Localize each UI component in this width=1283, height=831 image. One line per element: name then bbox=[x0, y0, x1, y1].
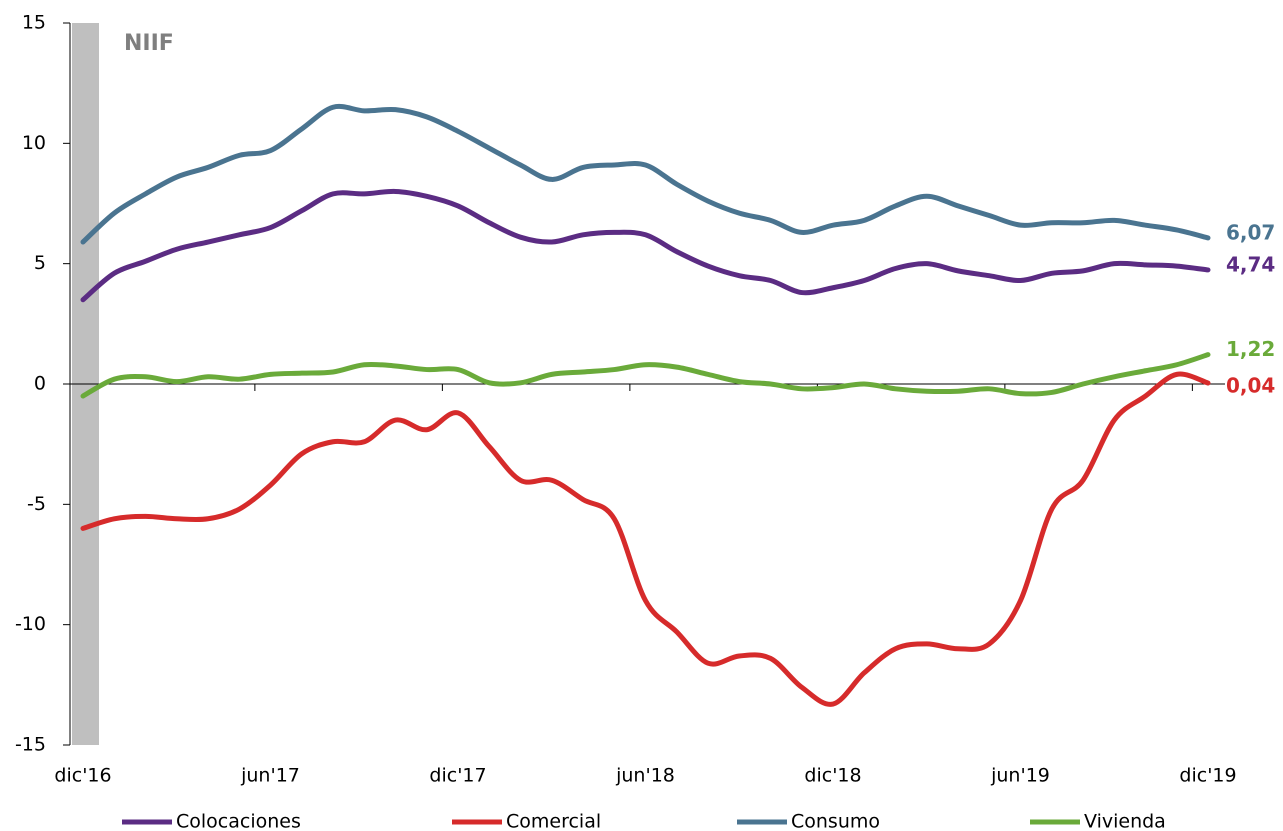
series-line bbox=[80, 371, 1211, 707]
series-line bbox=[80, 103, 1211, 245]
series-line bbox=[80, 352, 1211, 399]
y-tick-label: 15 bbox=[22, 12, 46, 34]
legend-label: Comercial bbox=[506, 811, 601, 831]
value-label: 1,22 bbox=[1226, 337, 1275, 361]
x-tick-label: dic'17 bbox=[429, 765, 486, 787]
value-label: 6,07 bbox=[1226, 220, 1275, 244]
x-tick-label: jun'17 bbox=[240, 765, 300, 787]
y-tick-label: -10 bbox=[15, 613, 46, 635]
x-tick-label: jun'19 bbox=[990, 765, 1050, 787]
y-tick-label: 5 bbox=[34, 252, 46, 274]
legend-label: Consumo bbox=[791, 811, 880, 831]
legend-label: Vivienda bbox=[1084, 811, 1166, 831]
x-tick-label: dic'19 bbox=[1179, 765, 1236, 787]
series-line bbox=[80, 188, 1211, 303]
x-tick-label: dic'16 bbox=[54, 765, 111, 787]
value-label: 4,74 bbox=[1226, 252, 1275, 276]
y-tick-label: -15 bbox=[15, 734, 46, 756]
legend-label: Colocaciones bbox=[176, 811, 301, 831]
y-tick-label: -5 bbox=[27, 493, 46, 515]
x-tick-label: jun'18 bbox=[615, 765, 675, 787]
y-tick-label: 0 bbox=[34, 373, 46, 395]
x-tick-label: dic'18 bbox=[804, 765, 861, 787]
y-tick-label: 10 bbox=[22, 132, 46, 154]
value-label: 0,04 bbox=[1226, 374, 1275, 398]
annotation: NIIF bbox=[124, 31, 174, 56]
